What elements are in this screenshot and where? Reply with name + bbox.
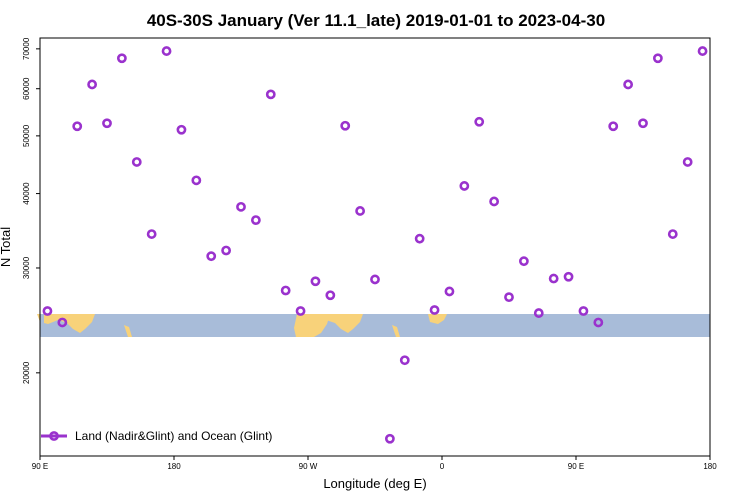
data-point <box>429 305 440 315</box>
data-point <box>191 175 202 186</box>
data-point <box>638 118 648 129</box>
x-tick-label: 180 <box>703 462 717 471</box>
y-tick-label: 50000 <box>22 124 31 147</box>
data-point <box>176 124 187 135</box>
data-point <box>310 276 321 287</box>
data-point <box>340 120 351 131</box>
data-point <box>42 306 53 316</box>
y-tick-label: 40000 <box>22 182 31 205</box>
data-point <box>102 118 112 129</box>
legend-marker <box>49 431 59 441</box>
x-axis-title: Longitude (deg E) <box>323 476 426 491</box>
data-point <box>504 292 514 303</box>
ocean-band <box>40 314 710 337</box>
y-tick-label: 20000 <box>22 361 31 384</box>
data-point <box>489 196 500 207</box>
y-tick-label: 70000 <box>22 37 31 60</box>
data-point <box>593 317 604 328</box>
data-point <box>667 229 678 239</box>
map-strip <box>37 314 710 337</box>
y-axis: 20000 30000 40000 50000 60000 70000 <box>22 37 40 384</box>
data-point <box>548 273 559 284</box>
ocean-edge <box>40 314 44 337</box>
data-point <box>652 53 663 64</box>
x-tick-label: 90 E <box>568 462 584 471</box>
data-point <box>578 306 589 316</box>
data-points <box>42 46 708 444</box>
y-tick-label: 60000 <box>22 77 31 100</box>
x-tick-label: 0 <box>440 462 445 471</box>
data-point <box>459 181 470 191</box>
y-tick-label: 30000 <box>22 256 31 279</box>
x-tick-label: 90 E <box>32 462 48 471</box>
data-point <box>161 46 172 56</box>
data-point <box>623 79 634 90</box>
land-mass <box>37 314 95 333</box>
data-point <box>533 308 544 318</box>
x-axis: 90 E 180 90 W 0 90 E 180 <box>32 456 717 471</box>
land-mass <box>428 314 447 324</box>
data-point <box>116 53 127 64</box>
legend-label: Land (Nadir&Glint) and Ocean (Glint) <box>75 429 272 443</box>
data-point <box>370 274 380 285</box>
x-tick-label: 180 <box>167 462 181 471</box>
plot-area <box>39 37 711 457</box>
data-point <box>399 355 410 366</box>
legend: Land (Nadir&Glint) and Ocean (Glint) <box>41 429 272 443</box>
x-tick-label: 90 W <box>299 462 318 471</box>
data-point <box>72 121 83 132</box>
data-point <box>608 121 619 132</box>
land-mass <box>305 314 363 333</box>
data-point <box>518 256 529 267</box>
data-point <box>236 201 246 212</box>
land-mass <box>392 325 400 337</box>
data-point <box>250 215 261 226</box>
data-point <box>697 46 708 56</box>
y-axis-title: N Total <box>0 227 13 267</box>
data-point <box>206 251 217 262</box>
data-point <box>355 206 366 216</box>
data-point <box>474 116 485 127</box>
data-point <box>87 79 98 90</box>
data-point <box>563 271 574 282</box>
data-point <box>325 290 336 301</box>
data-point <box>146 229 157 239</box>
data-point <box>682 157 693 167</box>
chart-title: 40S-30S January (Ver 11.1_late) 2019-01-… <box>147 11 605 30</box>
data-point <box>57 317 68 328</box>
data-point <box>131 157 142 167</box>
data-point <box>221 245 232 256</box>
data-point <box>265 89 276 100</box>
data-point <box>414 233 425 244</box>
data-point <box>280 285 291 296</box>
land-mass <box>124 325 132 337</box>
data-point <box>295 306 306 316</box>
data-point <box>384 433 395 444</box>
data-point <box>444 286 455 297</box>
